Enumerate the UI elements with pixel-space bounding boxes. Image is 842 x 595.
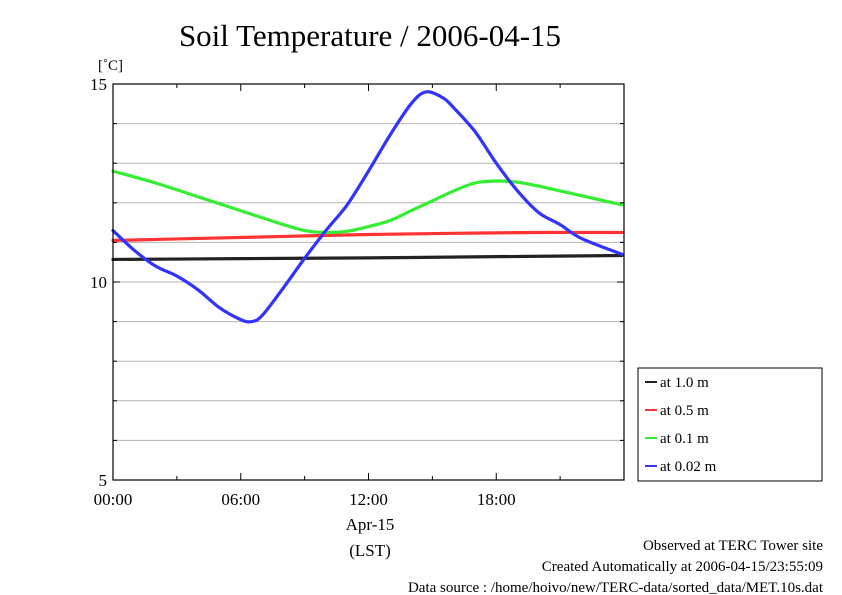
legend: at 1.0 m at 0.5 m at 0.1 m at 0.02 m [637,367,823,482]
series-line-1 [111,253,624,262]
y-tick-label: 15 [90,75,107,94]
grid-lines [113,123,624,441]
series-line-4 [111,90,624,324]
legend-label: at 0.5 m [660,403,709,419]
chart-title: Soil Temperature / 2006-04-15 [179,18,561,53]
x-tick-label: 06:00 [221,490,260,509]
axis-ticks: 00:00 06:00 12:00 18:00 5 10 15 [90,75,625,509]
data-series [111,90,624,324]
y-tick-label: 10 [90,273,107,292]
x-axis-date-label: Apr-15 [346,515,395,534]
y-tick-label: 5 [99,471,108,490]
series-line-3 [111,169,624,235]
footer-created-note: Created Automatically at 2006-04-15/23:5… [542,559,823,575]
legend-box [637,367,823,482]
legend-label: at 1.0 m [660,375,709,391]
footer-site-note: Observed at TERC Tower site [643,538,823,554]
x-tick-label: 00:00 [94,490,133,509]
legend-label: at 0.1 m [660,431,709,447]
x-tick-label: 18:00 [477,490,516,509]
x-axis-timezone-label: (LST) [349,541,391,560]
legend-label: at 0.02 m [660,459,717,475]
y-axis-unit-label: [˚C] [98,58,123,74]
series-line-2 [111,230,624,243]
footer-data-source: Data source : /home/hoivo/new/TERC-data/… [408,580,824,595]
x-tick-label: 12:00 [349,490,388,509]
